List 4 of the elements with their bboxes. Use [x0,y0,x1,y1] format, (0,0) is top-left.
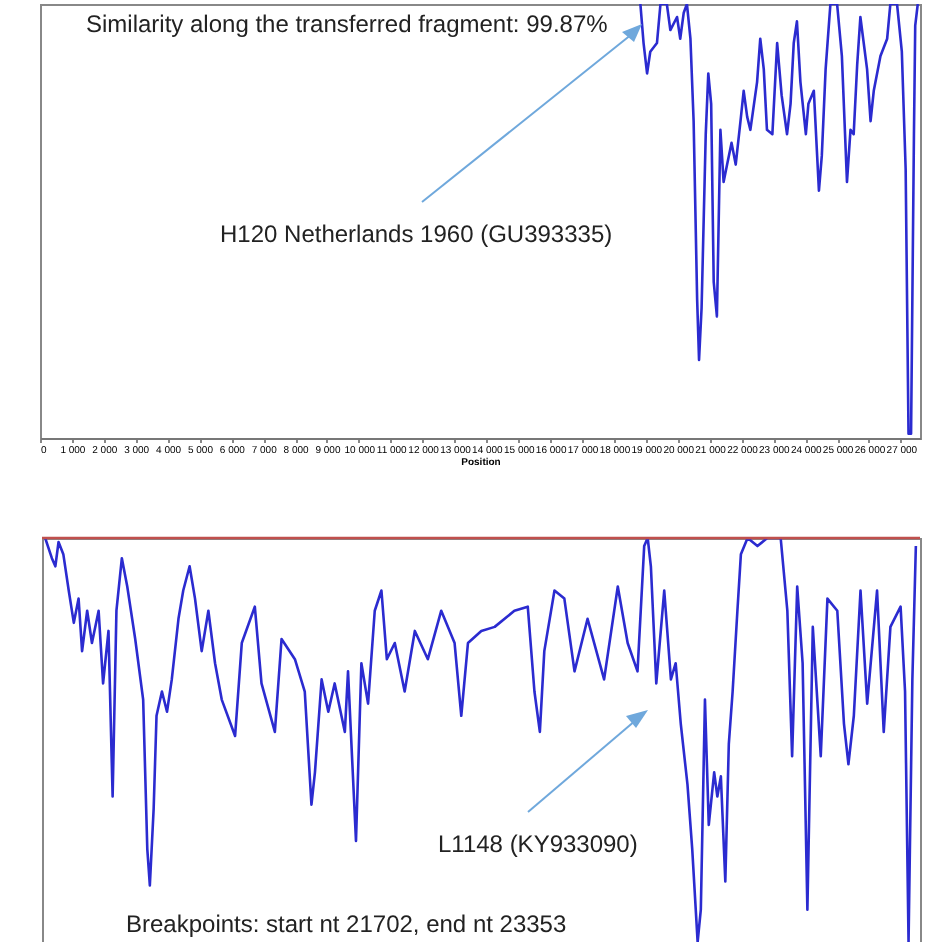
annotation: Breakpoints: start nt 21702, end nt 23353 [126,910,567,938]
annotation: Similarity along the transferred fragment: 99.87% [86,10,609,38]
annotation: H120 Netherlands 1960 (GU393335) [220,220,613,248]
annotation: L1148 (KY933090) [438,830,638,858]
